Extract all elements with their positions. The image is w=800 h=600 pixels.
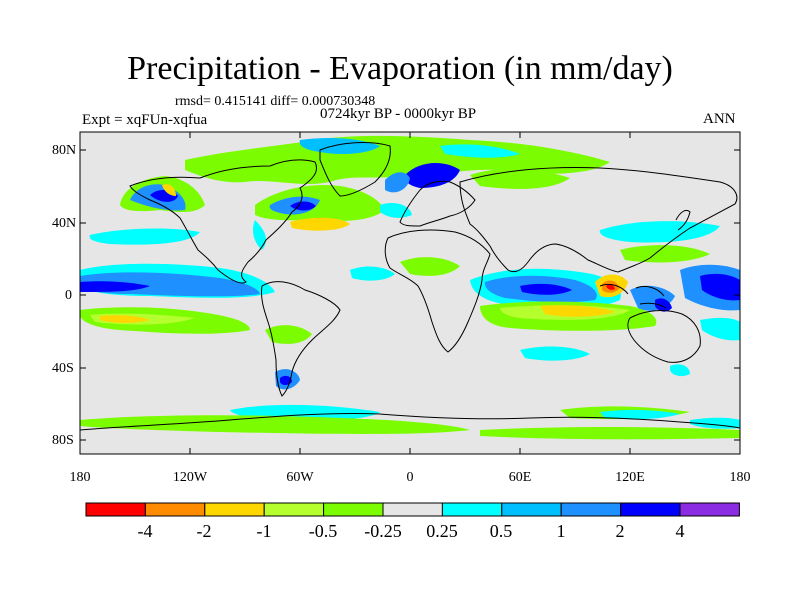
anomaly-patch — [620, 245, 710, 263]
anomaly-patch — [670, 364, 690, 377]
coastline-asia — [459, 167, 738, 273]
coastline-europe — [399, 180, 476, 227]
coastline-greenland — [319, 142, 391, 197]
coastline-antarctica — [80, 412, 740, 431]
colorbar — [85, 502, 740, 517]
colorbar-swatch — [263, 502, 325, 517]
colorbar-swatch — [441, 502, 503, 517]
colorbar-swatch — [204, 502, 265, 517]
anomaly-patch — [440, 144, 520, 158]
y-tick-label: 0 — [65, 288, 72, 303]
colorbar-label: 4 — [675, 521, 685, 541]
colorbar-label: -0.25 — [364, 521, 402, 541]
period-label: 0724kyr BP - 0000kyr BP — [320, 106, 477, 122]
colorbar-label: -4 — [137, 521, 153, 541]
anomaly-patch — [385, 172, 410, 193]
x-tick-label: 60W — [286, 470, 314, 485]
x-tick-label: 180 — [729, 470, 751, 485]
coastline-maritime-continent — [599, 283, 667, 309]
colorbar-label: 1 — [556, 521, 566, 541]
colorbar-swatch — [144, 502, 206, 517]
colorbar-swatch — [323, 502, 384, 517]
colorbar-swatch — [679, 502, 740, 517]
colorbar-label: 2 — [615, 521, 625, 541]
anomaly-patch — [185, 135, 610, 184]
anomaly-patch — [700, 317, 740, 341]
anomaly-patch — [290, 217, 350, 231]
anomaly-patch — [252, 220, 266, 250]
season-label: ANN — [703, 111, 736, 127]
y-tick-label: 80S — [52, 433, 74, 448]
coastline-south-america — [261, 281, 341, 397]
colorbar-label: -1 — [256, 521, 272, 541]
axis-ticks — [80, 132, 740, 454]
x-tick-label: 120E — [615, 470, 645, 485]
colorbar-swatch — [501, 502, 562, 517]
colorbar-swatch — [620, 502, 681, 517]
anomaly-patch — [700, 273, 740, 301]
y-tick-label: 40N — [52, 216, 77, 231]
anomaly-patch — [599, 221, 720, 243]
anomaly-patch — [600, 409, 680, 420]
anomaly-patch — [162, 184, 176, 196]
x-tick-label: 0 — [406, 470, 414, 485]
colorbar-label: -0.5 — [308, 521, 338, 541]
anomaly-patch — [480, 427, 740, 440]
coastline-north-america — [129, 159, 317, 284]
anomaly-patch — [350, 266, 395, 281]
stats-line: rmsd= 0.415141 diff= 0.000730348 — [175, 94, 376, 109]
colorbar-swatch — [382, 502, 443, 517]
coastlines — [80, 142, 740, 431]
anomaly-patch — [400, 257, 460, 276]
anomaly-patch — [89, 228, 200, 245]
colorbar-label: 0.5 — [489, 521, 513, 541]
anomaly-patch — [655, 298, 672, 312]
colorbar-swatch — [85, 502, 146, 517]
x-tick-label: 180 — [69, 470, 91, 485]
y-tick-label: 80N — [52, 143, 77, 158]
x-tick-label: 120W — [172, 470, 208, 485]
colorbar-label: -2 — [196, 521, 212, 541]
x-tick-label: 60E — [508, 470, 532, 485]
anomaly-patch — [80, 281, 150, 292]
anomaly-patch — [520, 283, 572, 295]
anomaly-patch — [80, 415, 470, 434]
coastline-japan — [675, 209, 691, 231]
anomaly-patch — [540, 305, 615, 317]
y-tick-label: 40S — [52, 361, 74, 376]
colorbar-label: 0.25 — [426, 521, 458, 541]
anomaly-patch — [606, 284, 615, 290]
coastline-australia — [627, 310, 701, 363]
anomaly-patch — [100, 315, 150, 323]
experiment-label: Expt = xqFUn-xqfua — [82, 112, 208, 128]
plot-title: Precipitation - Evaporation (in mm/day) — [127, 50, 673, 87]
anomaly-patch — [520, 346, 590, 361]
anomaly-patch — [265, 325, 312, 344]
colorbar-swatch — [560, 502, 622, 517]
coastline-africa — [384, 229, 491, 353]
